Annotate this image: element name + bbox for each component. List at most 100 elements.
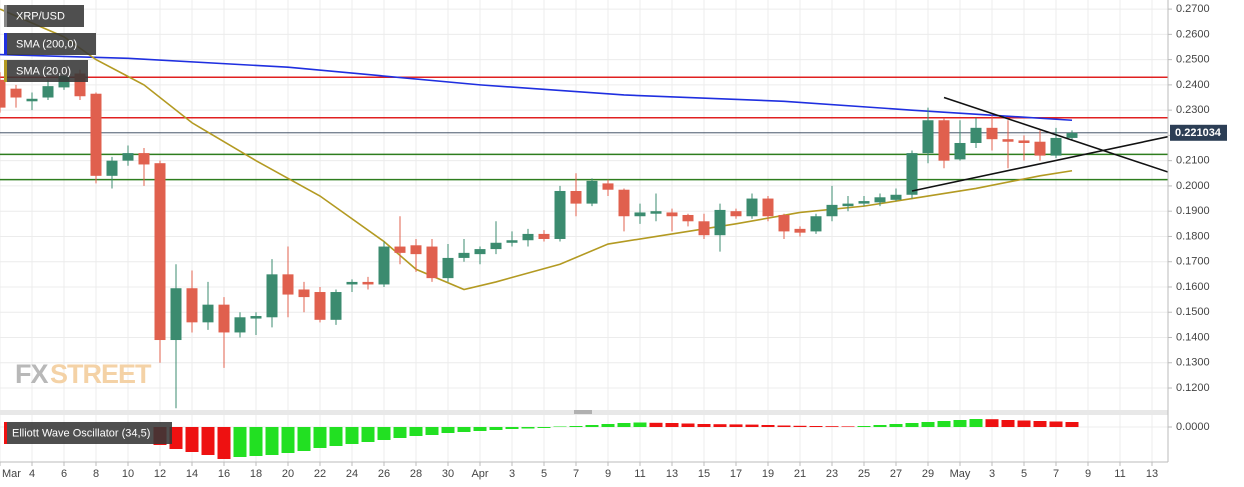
x-tick-label: 7	[573, 468, 579, 480]
candle-body	[330, 292, 342, 320]
candle-body	[810, 216, 822, 232]
oscillator-bar	[905, 423, 919, 427]
oscillator-bar	[985, 419, 999, 427]
oscillator-bar	[169, 427, 183, 449]
oscillator-bar	[633, 422, 647, 427]
oscillator-bar	[249, 427, 263, 456]
watermark-street: STREET	[50, 359, 152, 389]
x-tick-label: 15	[698, 468, 710, 480]
candle-body	[938, 120, 950, 161]
x-tick-label: 6	[61, 468, 67, 480]
legend-box[interactable]	[4, 33, 96, 55]
candle-body	[250, 316, 262, 319]
x-tick-label: 25	[858, 468, 870, 480]
x-tick-label: 9	[605, 468, 611, 480]
oscillator-bar	[697, 424, 711, 427]
oscillator-bar	[457, 427, 471, 432]
legend-label: XRP/USD	[16, 10, 65, 22]
candle-body	[634, 212, 646, 217]
candle-body	[0, 79, 6, 108]
candle-body	[650, 211, 662, 214]
oscillator-bar	[665, 423, 679, 427]
candle-body	[794, 228, 806, 233]
x-tick-label: 5	[1021, 468, 1027, 480]
x-tick-label: 26	[378, 468, 390, 480]
candle-body	[106, 160, 118, 176]
legend-box[interactable]	[4, 5, 84, 27]
oscillator-bar	[953, 420, 967, 427]
oscillator-bar	[745, 424, 759, 427]
oscillator-bar	[201, 427, 215, 455]
y-tick-label: 0.1800	[1176, 230, 1210, 242]
y-tick-label: 0.1400	[1176, 331, 1210, 343]
x-tick-label: 14	[186, 468, 198, 480]
oscillator-bar	[873, 425, 887, 427]
y-tick-label: 0.2300	[1176, 104, 1210, 116]
candle-body	[874, 197, 886, 203]
oscillator-bar	[1001, 420, 1015, 427]
watermark-fx: FX	[15, 359, 48, 389]
candle-body	[442, 257, 454, 279]
candle-body	[778, 214, 790, 232]
candle-body	[138, 153, 150, 165]
candle-body	[1050, 137, 1062, 156]
candle-body	[986, 127, 998, 140]
oscillator-bar	[217, 427, 231, 459]
oscillator-bar	[761, 425, 775, 427]
candle-body	[538, 233, 550, 239]
candle-body	[970, 127, 982, 143]
candle-body	[362, 281, 374, 285]
x-tick-label: 19	[762, 468, 774, 480]
y-tick-label: 0.1600	[1176, 281, 1210, 293]
oscillator-bar	[377, 427, 391, 440]
y-tick-label: 0.2400	[1176, 79, 1210, 91]
x-tick-label: 29	[922, 468, 934, 480]
candle-body	[1002, 139, 1014, 142]
oscillator-bar	[921, 422, 935, 427]
candle-body	[618, 189, 630, 217]
oscillator-bar	[809, 426, 823, 427]
oscillator-bar	[585, 425, 599, 427]
y-tick-label: 0.1200	[1176, 382, 1210, 394]
legend-swatch	[4, 33, 7, 55]
x-tick-label: May	[950, 468, 971, 480]
oscillator-bar	[361, 427, 375, 442]
candle-body	[410, 245, 422, 255]
oscillator-bar	[1017, 420, 1031, 427]
x-tick-label: 22	[314, 468, 326, 480]
candle-body	[458, 252, 470, 258]
candle-body	[378, 246, 390, 285]
oscillator-bar	[473, 427, 487, 431]
x-tick-label: 23	[826, 468, 838, 480]
candle-body	[234, 317, 246, 333]
candle-body	[490, 242, 502, 250]
x-tick-label: 9	[1085, 468, 1091, 480]
oscillator-bar	[857, 426, 871, 427]
candle-body	[922, 120, 934, 154]
x-tick-label: 21	[794, 468, 806, 480]
x-tick-label: 8	[93, 468, 99, 480]
oscillator-bar	[617, 423, 631, 427]
oscillator-panel	[153, 419, 1079, 459]
x-tick-label: 11	[634, 468, 645, 480]
price-panel	[0, 8, 1168, 409]
candle-body	[554, 190, 566, 239]
y-tick-label: 0.2500	[1176, 54, 1210, 66]
candle-body	[682, 214, 694, 222]
x-tick-label: 11	[1114, 468, 1125, 480]
legend-box[interactable]	[4, 422, 172, 444]
trend-line	[943, 96, 1168, 173]
x-tick-label: 5	[541, 468, 547, 480]
x-tick-label: 7	[1053, 468, 1059, 480]
candle-body	[522, 233, 534, 241]
x-tick-label: 24	[346, 468, 358, 480]
candle-body	[890, 194, 902, 200]
legend-box[interactable]	[4, 60, 88, 82]
oscillator-bar	[393, 427, 407, 438]
candle-body	[826, 204, 838, 217]
x-tick-label: 3	[509, 468, 515, 480]
legend-swatch	[4, 422, 7, 444]
